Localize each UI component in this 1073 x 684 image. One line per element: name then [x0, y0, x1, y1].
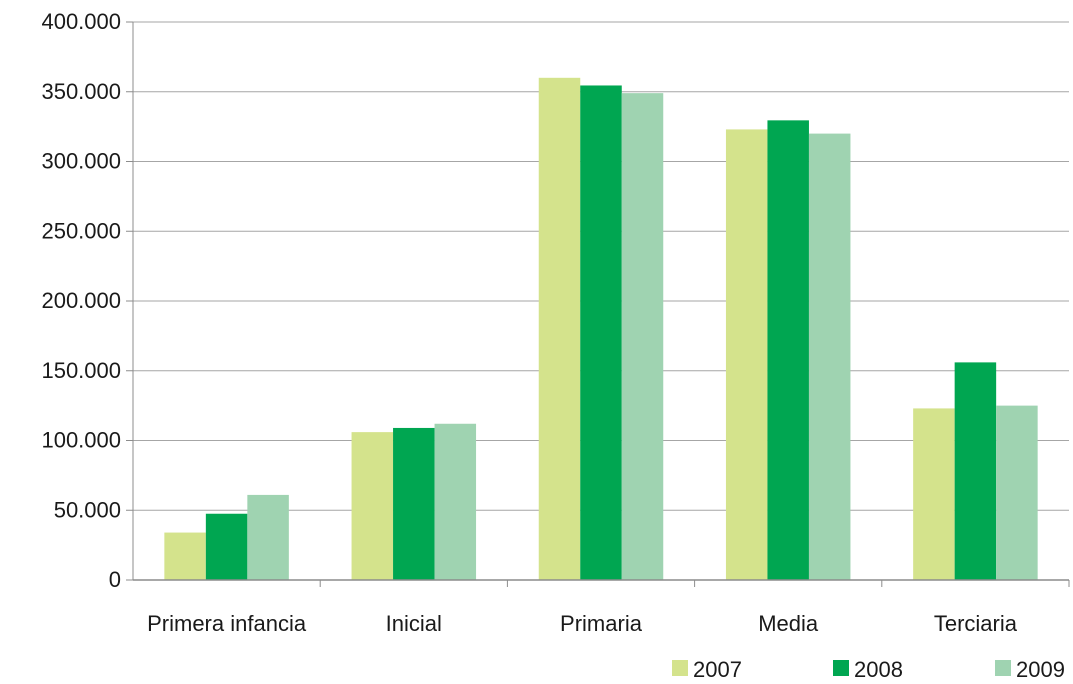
y-tick-label: 200.000 [41, 288, 121, 313]
legend-swatch-2007 [672, 660, 688, 676]
y-tick-label: 50.000 [54, 497, 121, 522]
bar-2007 [725, 129, 768, 581]
y-tick-label: 300.000 [41, 149, 121, 174]
bar-2008 [205, 513, 248, 580]
bar-2008 [393, 427, 435, 580]
bar-2007 [538, 77, 581, 581]
bar-2008 [580, 85, 622, 580]
axes [126, 21, 1070, 587]
x-tick-label: Inicial [386, 611, 442, 636]
y-tick-label: 350.000 [41, 79, 121, 104]
y-tick-label: 100.000 [41, 428, 121, 453]
x-tick-label: Primera infancia [147, 611, 307, 636]
bar-2009 [247, 494, 289, 580]
bar-2007 [913, 408, 955, 580]
y-tick-label: 150.000 [41, 358, 121, 383]
legend-label: 2007 [693, 657, 742, 679]
legend-label: 2008 [854, 657, 903, 679]
bar-2009 [996, 405, 1038, 580]
legend-swatch-2008 [833, 660, 849, 676]
y-tick-label: 400.000 [41, 9, 121, 34]
y-tick-labels: 0 50.000 100.000 150.000 200.000 250.000 300.0… [41, 9, 121, 592]
legend-swatch-2009 [995, 660, 1011, 676]
x-tick-label: Primaria [560, 611, 643, 636]
bar-2009 [434, 423, 477, 580]
y-tick-label: 250.000 [41, 218, 121, 243]
bar-2008 [767, 120, 809, 580]
y-tick-label: 0 [109, 567, 121, 592]
bar-2007 [351, 432, 394, 580]
x-tick-label: Media [758, 611, 819, 636]
x-tick-labels: Primera infancia Inicial Primaria Media Terc… [147, 611, 1018, 636]
legend: 2007 2008 2009 [672, 657, 1065, 682]
bar-2009 [808, 133, 851, 580]
legend-label: 2009 [1016, 657, 1065, 679]
bar-2007 [164, 532, 206, 580]
bar-2009 [621, 93, 664, 581]
bars [164, 77, 1038, 581]
bar-2008 [954, 362, 997, 580]
x-tick-label: Terciaria [934, 611, 1018, 636]
